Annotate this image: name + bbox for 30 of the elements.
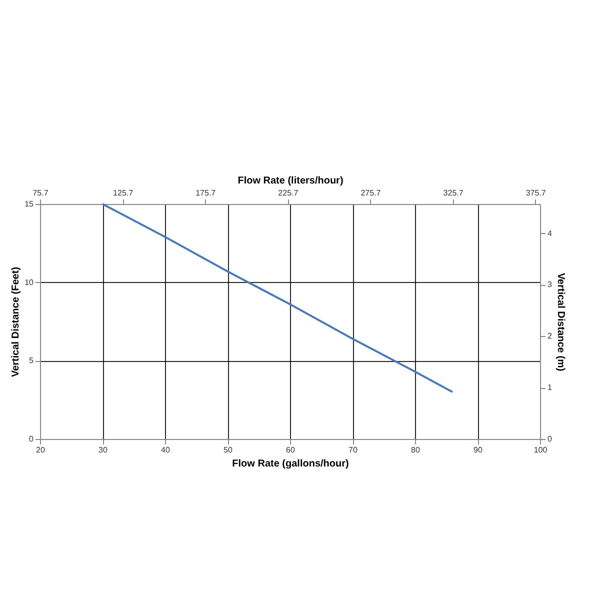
y-tick-label: 10 <box>24 278 34 287</box>
x-tick-label: 80 <box>411 446 420 454</box>
line-series <box>102 203 454 393</box>
x2-tick-label: 225.7 <box>278 188 299 198</box>
x-tick-label: 40 <box>161 446 170 454</box>
y-tick-label: 15 <box>24 200 34 208</box>
x-tick-label: 50 <box>224 446 233 454</box>
y2-tick-label: 0 <box>548 434 552 444</box>
x-tick-label: 30 <box>98 446 108 454</box>
y2-axis-title: Vertical Distance (m) <box>554 272 566 372</box>
y2-tick-label: 2 <box>548 332 552 341</box>
y2-tick-label: 4 <box>548 228 552 238</box>
x2-tick-label: 325.7 <box>443 188 464 198</box>
x2-tick-label: 125.7 <box>113 188 134 198</box>
x-tick-label: 90 <box>474 446 483 454</box>
x2-tick-label: 75.7 <box>32 188 49 198</box>
x-tick-label: 60 <box>286 446 296 454</box>
y-axis-title: Vertical Distance (Feet) <box>10 266 22 378</box>
y2-tick-label: 1 <box>548 383 552 392</box>
x-tick-label: 100 <box>534 446 548 454</box>
x-axis-title: Flow Rate (gallons/hour) <box>232 458 349 470</box>
x2-tick-label: 175.7 <box>196 188 216 198</box>
x2-axis-title: Flow Rate (liters/hour) <box>238 176 344 186</box>
x2-tick-label: 275.7 <box>360 188 382 198</box>
y-tick-label: 5 <box>29 356 34 366</box>
x-tick-label: 20 <box>36 446 46 454</box>
x2-tick-label: 375.7 <box>526 188 546 198</box>
y2-tick-label: 3 <box>548 280 552 290</box>
x-tick-label: 70 <box>348 446 358 454</box>
y-tick-label: 0 <box>29 434 34 444</box>
